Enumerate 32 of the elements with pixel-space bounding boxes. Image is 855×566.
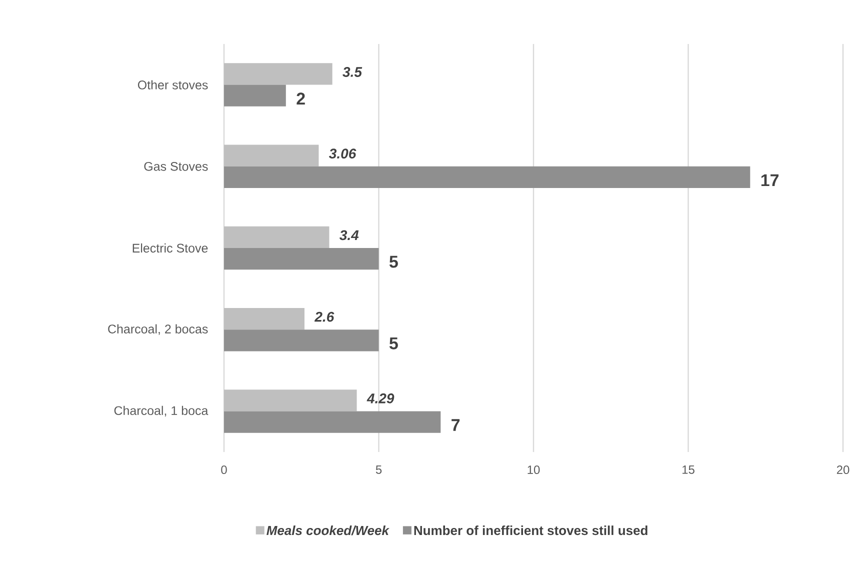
data-label: 2.6 <box>314 312 334 322</box>
x-tick-label: 0 <box>221 466 227 474</box>
data-label: 5 <box>389 256 398 268</box>
x-tick-label: 15 <box>682 466 694 474</box>
bar <box>224 330 379 352</box>
bar <box>224 144 319 166</box>
data-label: 2 <box>296 92 305 105</box>
legend-label: Meals cooked/Week <box>266 526 390 536</box>
legend-label: Number of inefficient stoves still used <box>414 526 648 536</box>
y-tick-label: Charcoal, 2 bocas <box>108 324 208 335</box>
data-label: 3.06 <box>329 148 356 159</box>
x-tick-label: 5 <box>376 466 382 474</box>
bar <box>224 411 441 433</box>
bar <box>224 63 332 85</box>
bar <box>224 226 330 248</box>
y-tick-label: Other stoves <box>138 80 208 90</box>
data-label: 17 <box>761 174 779 186</box>
data-label: 5 <box>389 337 398 350</box>
data-label: 4.29 <box>366 393 394 404</box>
bar <box>224 390 357 412</box>
bar <box>224 248 379 270</box>
bar <box>224 166 750 188</box>
x-tick-label: 10 <box>528 466 540 474</box>
y-tick-label: Electric Stove <box>132 243 208 253</box>
data-label: 3.4 <box>340 230 359 240</box>
y-tick-label: Gas Stoves <box>144 162 208 171</box>
data-label: 7 <box>452 419 460 431</box>
bar <box>224 84 286 106</box>
x-tick-label: 20 <box>836 466 850 474</box>
bar <box>224 308 304 330</box>
data-label: 3.5 <box>342 67 362 77</box>
y-tick-label: Charcoal, 1 boca <box>114 406 208 417</box>
